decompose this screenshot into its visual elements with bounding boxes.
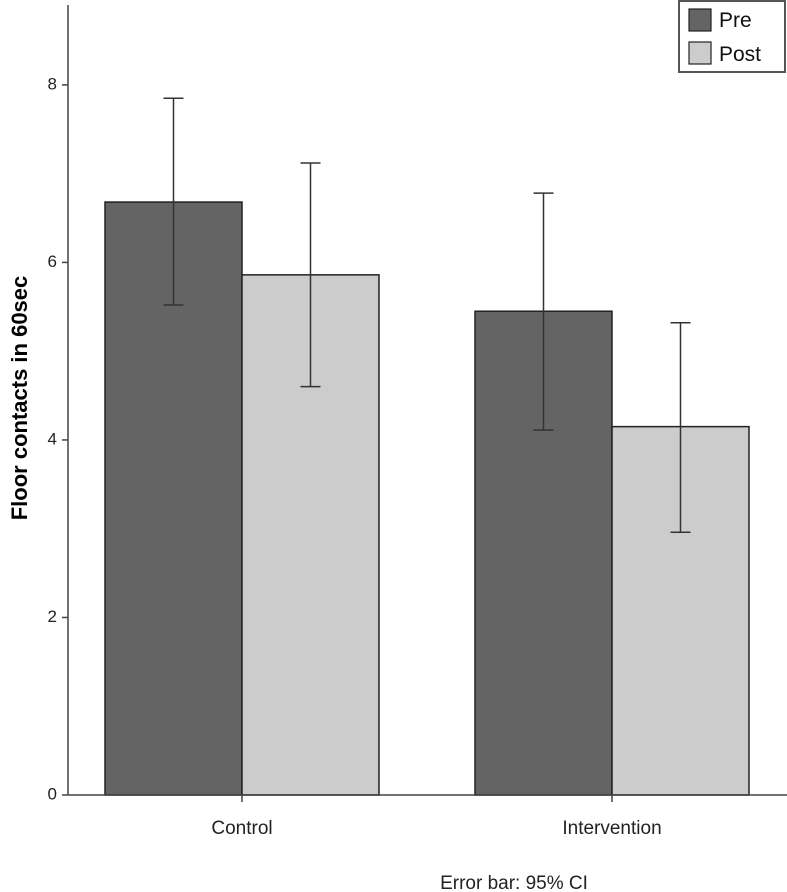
x-tick-label-control: Control [211,818,272,839]
legend-swatch-pre [688,8,712,32]
y-ticks: 0 2 4 6 8 [48,74,68,803]
legend-swatch-post [688,41,712,65]
y-tick-label: 2 [48,607,57,626]
legend: Pre Post [678,0,786,73]
y-tick-label: 4 [48,429,57,448]
x-ticks: Control Intervention [211,795,662,839]
error-bar-footnote: Error bar: 95% CI [440,873,588,892]
legend-label-post: Post [719,43,761,66]
x-tick-label-intervention: Intervention [562,818,661,839]
legend-label-pre: Pre [719,9,752,32]
error-bars-group [163,97,691,534]
y-tick-label: 0 [48,784,57,803]
axes [67,5,787,796]
y-tick-label: 8 [48,74,57,93]
y-axis-label: Floor contacts in 60sec [7,276,32,521]
y-tick-label: 6 [48,252,57,271]
